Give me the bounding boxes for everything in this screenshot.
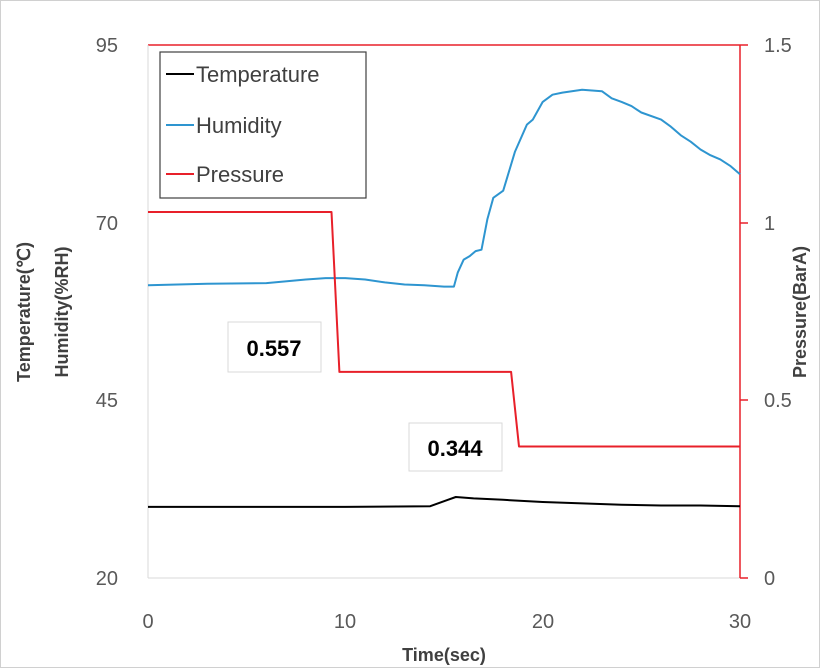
x-tick-label: 0 xyxy=(142,611,153,633)
y-right-tick-label: 1.5 xyxy=(764,35,792,57)
legend-box xyxy=(159,51,367,199)
x-tick-label: 30 xyxy=(729,611,751,633)
annotation-box xyxy=(408,422,503,472)
series-line-pressure xyxy=(148,211,740,448)
series-line-humidity xyxy=(147,88,741,288)
y-right-axis-title: Pressure(BarA) xyxy=(790,246,810,378)
x-tick-label: 10 xyxy=(334,611,356,633)
y-right-tick-label: 0 xyxy=(764,568,775,590)
x-tick-label: 20 xyxy=(532,611,554,633)
y-left-tick-label: 45 xyxy=(96,390,118,412)
annotation-label: 0.557 xyxy=(246,336,301,361)
y-left-tick-label: 20 xyxy=(96,568,118,590)
y-right-tick-label: 0.5 xyxy=(764,390,792,412)
y-left-tick-label: 95 xyxy=(96,35,118,57)
annotation-box xyxy=(227,321,322,373)
annotation-pressure-2: 0.344 xyxy=(408,422,503,472)
y-left-axis-title-temperature: Temperature(℃) xyxy=(14,242,34,382)
series-line-temperature xyxy=(148,496,741,508)
series-layer xyxy=(147,88,741,508)
annotation-label: 0.344 xyxy=(427,436,483,461)
legend-entry-temperature: Temperature xyxy=(196,62,320,87)
legend-entry-humidity: Humidity xyxy=(196,113,282,138)
y-left-tick-label: 70 xyxy=(96,213,118,235)
x-axis-title: Time(sec) xyxy=(402,645,486,665)
y-left-axis-title-humidity: Humidity(%RH) xyxy=(52,247,72,378)
legend-entry-pressure: Pressure xyxy=(196,162,284,187)
y-right-tick-label: 1 xyxy=(764,213,775,235)
legend: Temperature Humidity Pressure xyxy=(159,51,367,199)
annotation-pressure-1: 0.557 xyxy=(227,321,322,373)
